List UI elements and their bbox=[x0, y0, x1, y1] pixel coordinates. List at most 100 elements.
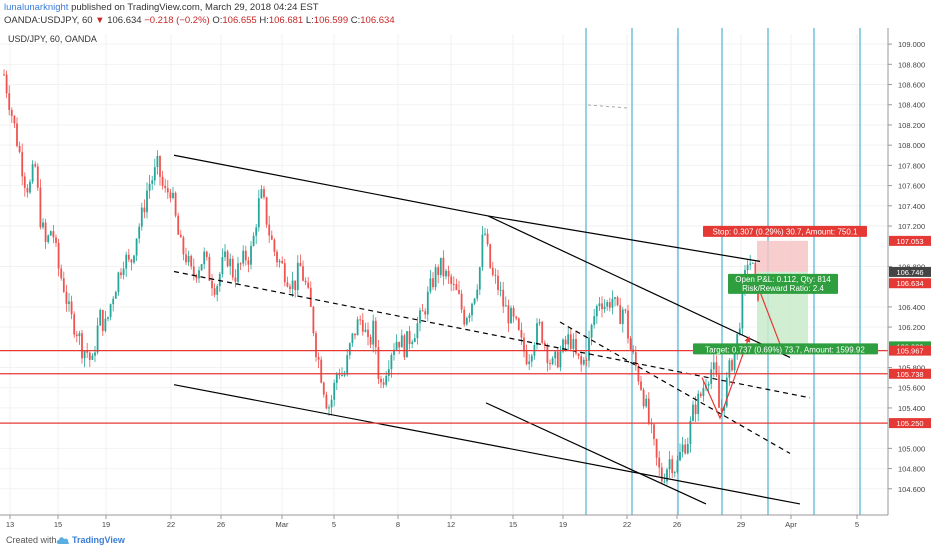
candle-body bbox=[354, 333, 356, 336]
candle-body bbox=[658, 457, 661, 468]
candle-body bbox=[55, 237, 57, 243]
trendline bbox=[173, 384, 801, 505]
candle-body bbox=[57, 242, 60, 269]
candle-body bbox=[497, 275, 499, 290]
candle-body bbox=[273, 239, 276, 252]
candle-body bbox=[676, 460, 679, 473]
time-tick-label: 22 bbox=[623, 520, 631, 529]
time-tick-label: 13 bbox=[6, 520, 14, 529]
candle-body bbox=[569, 334, 572, 349]
candle-body bbox=[289, 286, 291, 290]
author-link[interactable]: lunalunarknight bbox=[4, 2, 69, 13]
symbol-label: OANDA:USDJPY, 60 bbox=[4, 15, 93, 26]
price-tick-label: 109.000 bbox=[898, 40, 925, 49]
candle-body bbox=[13, 115, 16, 124]
candle-body bbox=[601, 303, 603, 310]
candle-body bbox=[616, 297, 619, 306]
candle-body bbox=[725, 377, 728, 407]
candle-body bbox=[588, 337, 590, 361]
candle-body bbox=[21, 151, 24, 177]
candle-body bbox=[624, 309, 627, 311]
candle-body bbox=[208, 256, 211, 281]
candle-body bbox=[421, 310, 424, 312]
candle-body bbox=[216, 286, 219, 295]
candle-body bbox=[712, 362, 715, 370]
candle-body bbox=[231, 258, 234, 278]
price-chart[interactable]: Stop: 0.307 (0.29%) 30.7, Amount: 750.1 O… bbox=[0, 28, 932, 530]
candle-body bbox=[458, 289, 460, 294]
open-label: O: bbox=[212, 15, 223, 26]
candle-body bbox=[510, 307, 512, 324]
candle-body bbox=[166, 188, 169, 193]
time-tick-label: 15 bbox=[509, 520, 517, 529]
candle-body bbox=[283, 263, 286, 283]
candle-body bbox=[304, 280, 307, 283]
close-value: 106.634 bbox=[360, 15, 395, 26]
candle-body bbox=[387, 369, 390, 376]
price-tick-label: 107.600 bbox=[898, 182, 925, 191]
candle-body bbox=[130, 259, 133, 263]
price-tick-label: 104.800 bbox=[898, 465, 925, 474]
candle-body bbox=[590, 324, 593, 338]
price-tick-label: 108.800 bbox=[898, 60, 925, 69]
quote-line: OANDA:USDJPY, 60 ▼ 106.634 −0.218 (−0.2%… bbox=[4, 14, 930, 27]
candle-body bbox=[710, 369, 713, 384]
candle-body bbox=[575, 339, 577, 354]
time-axis[interactable]: 13 15 19 22 26 Mar 5 8 12 15 19 22 26 29 Apr 5 bbox=[6, 515, 859, 529]
candle-body bbox=[655, 439, 658, 458]
candle-body bbox=[221, 257, 224, 275]
candle-body bbox=[614, 297, 616, 299]
price-tag-label: 105.250 bbox=[896, 419, 923, 428]
candle-body bbox=[73, 314, 76, 335]
candle-body bbox=[452, 283, 455, 285]
price-tag-label: 107.053 bbox=[896, 237, 923, 246]
candle-body bbox=[484, 233, 486, 235]
candle-body bbox=[442, 257, 445, 277]
candle-body bbox=[450, 276, 453, 284]
candle-body bbox=[455, 284, 458, 290]
candle-body bbox=[660, 467, 663, 482]
candle-body bbox=[437, 267, 440, 276]
price-tick-label: 107.200 bbox=[898, 222, 925, 231]
candle-body bbox=[94, 352, 96, 356]
candle-body bbox=[200, 264, 203, 271]
stop-label-box bbox=[703, 225, 867, 237]
candle-body bbox=[330, 399, 333, 408]
candle-body bbox=[606, 302, 609, 307]
candle-body bbox=[135, 238, 138, 256]
target-label: Target: 0.737 (0.69%) 73.7, Amount: 1599… bbox=[705, 345, 865, 354]
candle-body bbox=[645, 398, 648, 407]
candle-body bbox=[265, 197, 268, 225]
candle-body bbox=[408, 331, 411, 344]
price-tick-label: 105.400 bbox=[898, 404, 925, 413]
candle-body bbox=[460, 293, 463, 310]
candle-body bbox=[751, 262, 754, 264]
candle-body bbox=[255, 227, 258, 236]
candle-body bbox=[562, 339, 564, 352]
candle-body bbox=[471, 303, 473, 316]
candle-body bbox=[611, 298, 614, 308]
publish-info: published on TradingView.com, March 29, … bbox=[71, 2, 319, 13]
time-tick-label: 8 bbox=[396, 520, 400, 529]
candle-body bbox=[374, 320, 377, 348]
price-tag-label: 106.746 bbox=[896, 268, 923, 277]
candle-body bbox=[146, 190, 148, 213]
candle-body bbox=[541, 321, 544, 343]
candle-body bbox=[205, 251, 208, 257]
stop-label: Stop: 0.307 (0.29%) 30.7, Amount: 750.1 bbox=[713, 227, 859, 236]
candle-body bbox=[169, 192, 172, 198]
candle-body bbox=[75, 334, 78, 337]
candle-body bbox=[697, 393, 700, 415]
price-tick-label: 106.400 bbox=[898, 303, 925, 312]
candle-body bbox=[317, 357, 320, 360]
candle-body bbox=[367, 329, 369, 337]
candle-body bbox=[736, 333, 739, 352]
candle-body bbox=[125, 254, 128, 269]
tradingview-brand[interactable]: TradingView bbox=[72, 535, 125, 545]
candle-body bbox=[260, 189, 263, 199]
price-tag-box bbox=[889, 278, 931, 289]
publish-line: lunalunarknight published on TradingView… bbox=[4, 1, 930, 14]
candle-body bbox=[515, 316, 518, 319]
candle-body bbox=[276, 251, 278, 263]
candle-body bbox=[361, 320, 364, 332]
